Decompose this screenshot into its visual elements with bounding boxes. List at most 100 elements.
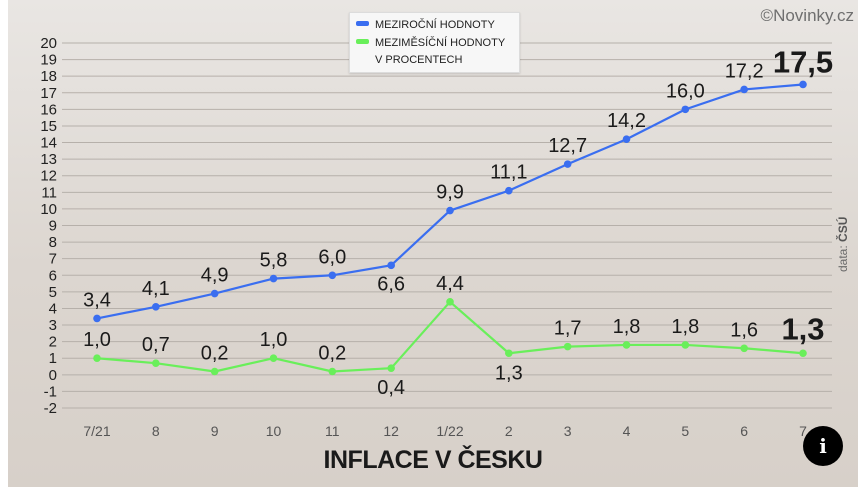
x-tick-label: 4 xyxy=(623,423,631,439)
data-label-mom: 4,4 xyxy=(436,273,464,295)
data-label-yoy: 3,4 xyxy=(83,289,111,311)
data-label-yoy: 6,0 xyxy=(318,246,346,268)
data-label-mom: 1,0 xyxy=(83,329,111,351)
legend-swatch-green xyxy=(356,39,369,44)
data-point-1 xyxy=(564,343,572,351)
data-label-yoy: 17,2 xyxy=(725,60,764,82)
source-label: data: ČSÚ xyxy=(836,217,850,272)
data-point-1 xyxy=(152,359,160,367)
data-label-yoy: 9,9 xyxy=(436,182,464,204)
data-label-yoy: 12,7 xyxy=(548,135,587,157)
data-label-yoy: 17,5 xyxy=(773,44,833,79)
data-point-0 xyxy=(740,86,748,94)
data-point-0 xyxy=(329,271,337,279)
data-point-1 xyxy=(623,341,631,349)
y-tick-label: 1 xyxy=(49,350,57,367)
data-point-0 xyxy=(93,315,101,323)
y-tick-label: -2 xyxy=(44,400,57,417)
x-tick-label: 6 xyxy=(740,423,748,439)
data-label-mom: 0,7 xyxy=(142,334,170,356)
x-tick-label: 3 xyxy=(564,423,572,439)
y-tick-label: 6 xyxy=(49,267,57,284)
y-tick-label: 2 xyxy=(49,334,57,351)
data-point-1 xyxy=(387,364,395,372)
y-tick-label: 10 xyxy=(40,201,57,218)
data-point-1 xyxy=(270,354,278,362)
x-tick-label: 5 xyxy=(681,423,689,439)
data-point-0 xyxy=(211,290,219,298)
data-point-0 xyxy=(505,187,513,195)
data-point-1 xyxy=(93,354,101,362)
x-tick-label: 12 xyxy=(383,423,399,439)
y-tick-label: 0 xyxy=(49,367,57,384)
y-tick-label: 13 xyxy=(40,151,57,168)
y-tick-label: 14 xyxy=(40,135,57,152)
y-tick-label: 15 xyxy=(40,118,57,135)
y-tick-label: 12 xyxy=(40,168,57,185)
data-point-1 xyxy=(799,349,807,357)
data-label-mom: 0,2 xyxy=(201,343,229,365)
data-label-yoy: 5,8 xyxy=(260,250,288,272)
data-label-yoy: 4,9 xyxy=(201,265,229,287)
y-tick-label: 17 xyxy=(40,85,57,102)
data-label-yoy: 16,0 xyxy=(666,80,705,102)
data-point-1 xyxy=(505,349,513,357)
data-label-mom: 1,0 xyxy=(260,329,288,351)
data-label-yoy: 11,1 xyxy=(490,162,527,184)
y-tick-label: 3 xyxy=(49,317,57,334)
data-label-mom: 0,4 xyxy=(377,377,405,399)
y-tick-label: 4 xyxy=(49,300,57,317)
data-label-mom: 1,6 xyxy=(730,319,758,341)
data-point-1 xyxy=(211,368,219,376)
data-label-mom: 1,7 xyxy=(554,318,582,340)
data-point-1 xyxy=(446,298,454,306)
legend-swatch-blue xyxy=(356,21,369,26)
data-point-1 xyxy=(329,368,337,376)
data-point-0 xyxy=(799,81,807,89)
data-point-1 xyxy=(740,344,748,352)
data-point-0 xyxy=(623,135,631,143)
data-label-yoy: 6,6 xyxy=(377,273,405,295)
info-button[interactable]: i xyxy=(803,426,843,466)
x-tick-label: 1/22 xyxy=(436,423,463,439)
source-prefix: data: xyxy=(836,242,850,272)
y-tick-label: 9 xyxy=(49,218,57,235)
data-point-0 xyxy=(682,106,690,114)
data-point-1 xyxy=(682,341,690,349)
data-label-yoy: 4,1 xyxy=(142,278,170,300)
legend-label-mom: MEZIMĚSÍČNÍ HODNOTY V PROCENTECH xyxy=(375,35,505,69)
data-label-mom: 1,3 xyxy=(495,362,523,384)
y-tick-label: 20 xyxy=(40,35,57,52)
y-tick-label: -1 xyxy=(44,383,57,400)
legend-entry-yoy: MEZIROČNÍ HODNOTY xyxy=(356,17,495,34)
chart-title: INFLACE V ČESKU xyxy=(0,446,866,475)
legend: MEZIROČNÍ HODNOTY MEZIMĚSÍČNÍ HODNOTY V … xyxy=(349,12,520,73)
credit-text: ©Novinky.cz xyxy=(761,6,854,26)
y-tick-label: 5 xyxy=(49,284,57,301)
legend-label-yoy: MEZIROČNÍ HODNOTY xyxy=(375,17,495,34)
y-tick-label: 8 xyxy=(49,234,57,251)
data-label-mom: 0,2 xyxy=(318,343,346,365)
y-tick-label: 18 xyxy=(40,68,57,85)
legend-entry-mom: MEZIMĚSÍČNÍ HODNOTY V PROCENTECH xyxy=(356,35,505,69)
x-tick-label: 11 xyxy=(325,423,340,439)
source-name: ČSÚ xyxy=(836,217,850,242)
y-tick-label: 11 xyxy=(41,184,57,201)
data-label-yoy: 14,2 xyxy=(607,110,646,132)
data-point-0 xyxy=(270,275,278,283)
y-tick-label: 7 xyxy=(49,251,57,268)
x-tick-label: 2 xyxy=(505,423,513,439)
data-point-0 xyxy=(446,207,454,215)
y-tick-label: 16 xyxy=(40,101,57,118)
data-label-mom: 1,3 xyxy=(781,311,824,346)
x-tick-label: 7/21 xyxy=(83,423,110,439)
x-tick-label: 9 xyxy=(211,423,219,439)
data-point-0 xyxy=(387,262,395,270)
y-tick-label: 19 xyxy=(40,52,57,69)
x-tick-label: 10 xyxy=(266,423,282,439)
data-point-0 xyxy=(564,160,572,168)
data-label-mom: 1,8 xyxy=(613,316,641,338)
data-point-0 xyxy=(152,303,160,311)
